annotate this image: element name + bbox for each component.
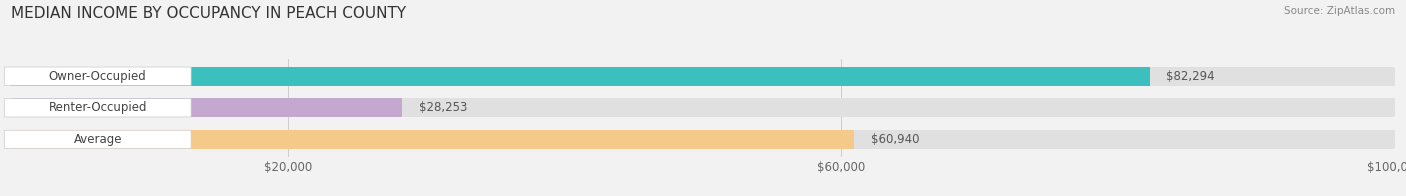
- Bar: [11, 98, 402, 117]
- Text: $28,253: $28,253: [419, 101, 467, 114]
- Text: Average: Average: [73, 133, 122, 146]
- Bar: [11, 98, 1395, 117]
- Text: MEDIAN INCOME BY OCCUPANCY IN PEACH COUNTY: MEDIAN INCOME BY OCCUPANCY IN PEACH COUN…: [11, 6, 406, 21]
- FancyBboxPatch shape: [4, 130, 191, 149]
- Text: Renter-Occupied: Renter-Occupied: [48, 101, 148, 114]
- FancyBboxPatch shape: [4, 67, 191, 85]
- Text: Owner-Occupied: Owner-Occupied: [49, 70, 146, 83]
- Text: $60,940: $60,940: [870, 133, 920, 146]
- FancyBboxPatch shape: [4, 99, 191, 117]
- Bar: [11, 67, 1395, 86]
- Bar: [11, 67, 1150, 86]
- Bar: [11, 130, 1395, 149]
- Text: Source: ZipAtlas.com: Source: ZipAtlas.com: [1284, 6, 1395, 16]
- Bar: [11, 130, 855, 149]
- Text: $82,294: $82,294: [1167, 70, 1215, 83]
